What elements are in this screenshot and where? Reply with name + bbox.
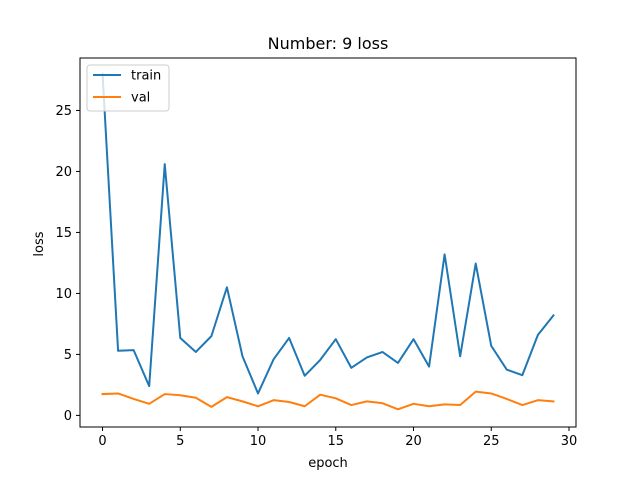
y-tick-label: 15 [55, 226, 72, 241]
chart-title: Number: 9 loss [268, 34, 389, 53]
x-axis-label: epoch [308, 456, 348, 471]
x-tick-label: 25 [483, 434, 500, 449]
y-tick-label: 25 [55, 104, 72, 119]
y-tick-label: 10 [55, 287, 72, 302]
y-tick-label: 20 [55, 165, 72, 180]
x-tick-label: 30 [561, 434, 578, 449]
legend-label-val: val [131, 91, 150, 106]
train-series-line [101, 72, 555, 395]
legend-label-train: train [131, 69, 161, 84]
ticks-layer: 0 5 10 15 20 25 30 0 5 10 15 20 25 [55, 104, 577, 449]
y-axis-label: loss [32, 231, 47, 256]
y-tick-label: 5 [64, 348, 72, 363]
y-tick-label: 0 [64, 409, 72, 424]
legend: train val [86, 64, 170, 112]
series-layer [101, 72, 555, 411]
x-tick-label: 20 [405, 434, 422, 449]
x-tick-label: 15 [328, 434, 345, 449]
legend-box [86, 64, 170, 112]
x-tick-label: 0 [98, 434, 106, 449]
val-series-line [101, 390, 555, 411]
plot-area-frame [79, 57, 577, 428]
x-tick-label: 5 [176, 434, 184, 449]
x-tick-label: 10 [250, 434, 267, 449]
